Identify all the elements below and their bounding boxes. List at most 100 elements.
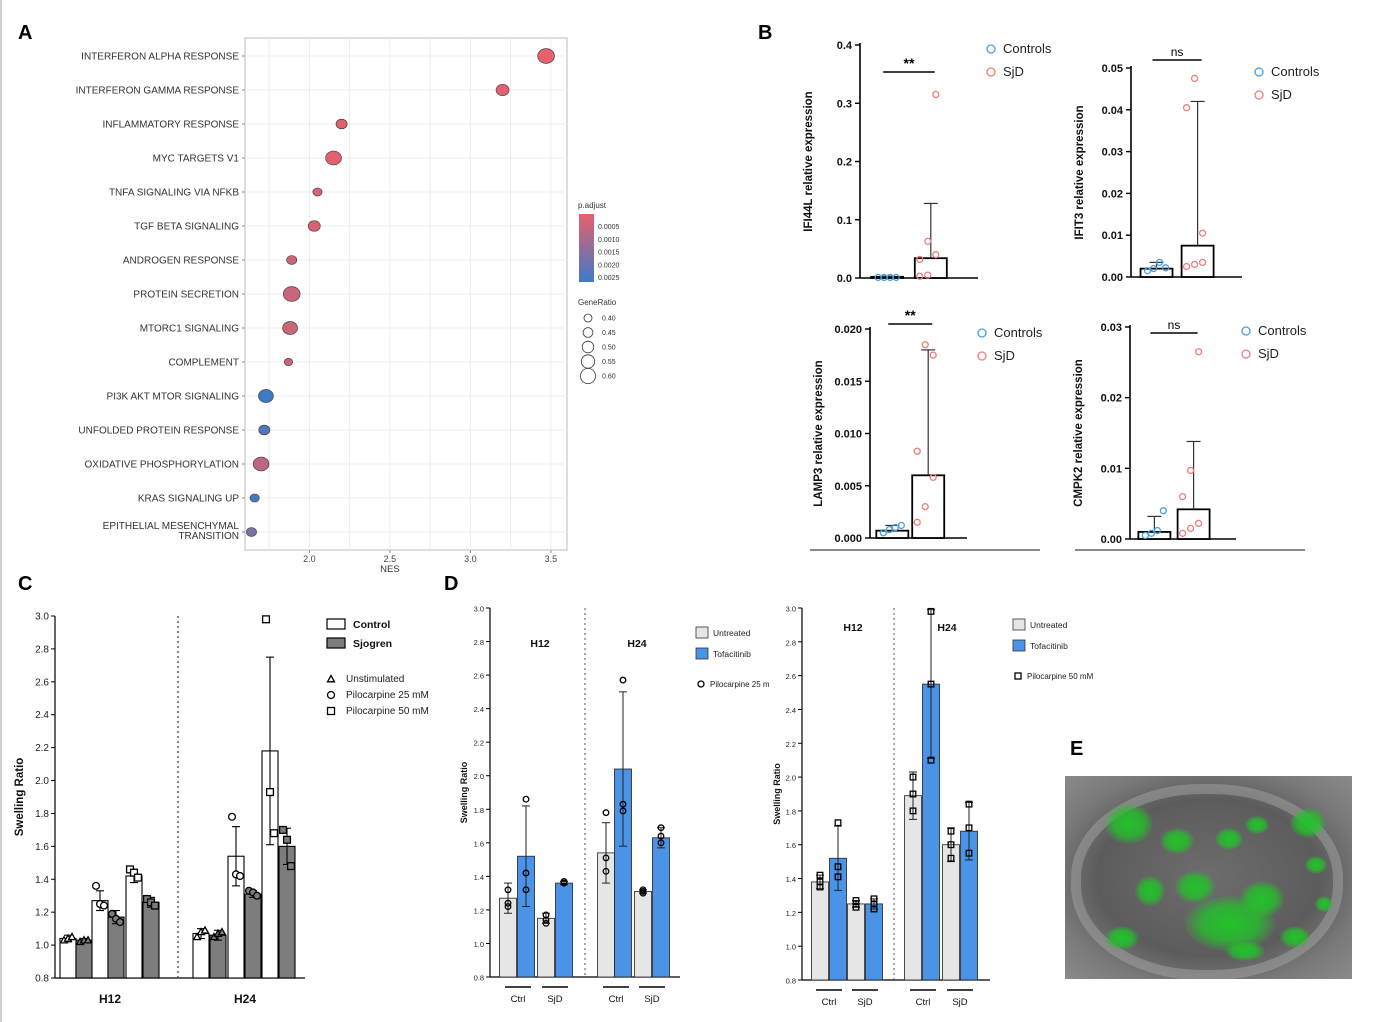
panel-d-data-point	[639, 889, 647, 897]
panel-c-data-point	[286, 862, 296, 871]
panel-a-dot	[258, 424, 271, 436]
panel-b-data-point	[921, 341, 929, 349]
panel-d-group-label: SjD	[857, 997, 872, 1008]
panel-c-data-point	[83, 935, 93, 944]
panel-d-bar	[555, 882, 573, 978]
panel-c-legend-label: Pilocarpine 25 mM	[346, 690, 429, 701]
panel-b-legend-label: Controls	[994, 325, 1043, 340]
panel-a-size-legend-circle	[583, 313, 593, 323]
panel-a-size-legend-title: GeneRatio	[578, 298, 617, 307]
panel-c-bar	[209, 934, 227, 979]
panel-b-significance-label: ns	[1171, 45, 1184, 59]
panel-b-significance-label: **	[904, 55, 915, 71]
panel-b-bar	[1176, 508, 1211, 540]
panel-a-category-label: INFLAMMATORY RESPONSE	[102, 120, 239, 131]
panel-a-dot	[312, 187, 323, 197]
panel-d-data-point	[602, 854, 610, 862]
panel-c-data-point	[192, 932, 202, 941]
panel-c-legend-marker	[326, 690, 336, 700]
panel-d-y-axis-label: Swelling Ratio	[459, 761, 469, 823]
panel-c-data-point	[278, 825, 288, 834]
panel-d-data-point	[657, 832, 665, 840]
panel-b-legend-label: Controls	[1003, 41, 1052, 56]
panel-d-group-label: Ctrl	[822, 997, 837, 1008]
panel-c-data-point	[261, 615, 271, 624]
panel-d-legend-marker	[1014, 672, 1022, 680]
panel-d-legend-label: Tofacitinib	[713, 649, 751, 659]
panel-a-category-label: OXIDATIVE PHOSPHORYLATION	[85, 460, 239, 471]
panel-d-data-point	[619, 676, 627, 684]
panel-a-category-label: TNFA SIGNALING VIA NFKB	[109, 188, 239, 199]
panel-a-color-legend-label: 0.0020	[598, 262, 620, 269]
panel-d-timepoint-label: H12	[530, 638, 549, 650]
panel-d-legend-swatch	[695, 626, 709, 639]
fluorescence-region	[1280, 926, 1310, 948]
panel-d-data-point	[816, 871, 824, 879]
panel-b-data-point	[1141, 531, 1150, 540]
panel-d-y-tick-label: 1.8	[474, 806, 484, 815]
panel-b-data-point	[1159, 507, 1168, 515]
panel-d-legend-label: Pilocarpine 25 m	[710, 680, 770, 689]
panel-a-category-label: TGF BETA SIGNALING	[134, 222, 239, 233]
panel-d-bar	[865, 903, 883, 981]
panel-d-data-point	[870, 905, 878, 913]
panel-b-legend-label: SjD	[1258, 346, 1279, 361]
panel-b-data-point	[932, 90, 940, 99]
panel-a-category-label: MYC TARGETS V1	[153, 154, 240, 165]
panel-d-y-tick-label: 1.6	[474, 839, 484, 848]
panel-a-dot	[286, 255, 298, 265]
panel-b-y-tick-label: 0.01	[1102, 230, 1123, 242]
panel-a-size-legend-label: 0.45	[602, 330, 616, 337]
panel-a-size-legend-circle	[581, 340, 595, 354]
panel-d-data-point	[542, 916, 550, 924]
panel-c-group-label: H12	[99, 992, 121, 1006]
panel-b-y-tick-label: 0.00	[1102, 272, 1123, 284]
panel-d-data-point	[947, 841, 955, 849]
organoid-boundary	[1071, 784, 1343, 979]
panel-b-data-point	[929, 351, 937, 359]
fluorescence-region	[1245, 816, 1269, 834]
panel-b-y-tick-label: 0.04	[1102, 105, 1124, 117]
panel-b-data-point	[924, 237, 932, 245]
panel-b-data-point	[1153, 526, 1162, 535]
panel-d-data-point	[602, 867, 610, 875]
panel-b-data-point	[1178, 492, 1187, 501]
panel-label-a: A	[18, 22, 33, 44]
fluorescence-region	[1215, 828, 1243, 850]
panel-a-color-legend-title: p.adjust	[578, 201, 607, 210]
panel-d-data-point	[504, 886, 512, 894]
panel-c-y-tick-label: 1.4	[35, 875, 49, 886]
panel-d-y-tick-label: 2.8	[474, 638, 484, 647]
panel-a-category-label: INTERFERON GAMMA RESPONSE	[76, 86, 240, 97]
panel-b-data-point	[924, 271, 932, 279]
panel-c-data-point	[133, 873, 143, 882]
panel-a-category-label: ANDROGEN RESPONSE	[123, 256, 239, 267]
panel-b-data-point	[897, 521, 905, 530]
panel-b-data-point	[1194, 519, 1203, 528]
panel-d-y-tick-label: 0.8	[474, 974, 484, 983]
panel-a-dot	[283, 358, 293, 366]
panel-a-dot	[282, 286, 301, 302]
panel-d-y-tick-label: 2.4	[474, 705, 484, 714]
fluorescence-region	[1225, 941, 1265, 961]
organoid-micrograph	[1065, 776, 1352, 979]
panel-c-y-tick-label: 1.2	[35, 908, 49, 919]
panel-a-size-legend-label: 0.50	[602, 345, 616, 352]
panel-b-legend-marker	[986, 44, 996, 54]
panel-a-category-label: EPITHELIAL MESENCHYMAL TRANSITION	[103, 521, 240, 542]
panel-c-y-axis-label: Swelling Ratio	[14, 758, 26, 837]
panel-d-y-tick-label: 2.0	[474, 772, 484, 781]
panel-b-data-point	[1190, 74, 1199, 83]
panel-label-b: B	[758, 22, 773, 44]
panel-b-y-axis-label: IFI44L relative expression	[803, 91, 815, 231]
panel-c-y-tick-label: 3.0	[35, 612, 49, 623]
panel-a-category-label: UNFOLDED PROTEIN RESPONSE	[78, 426, 239, 437]
panel-b-data-point	[892, 273, 900, 282]
panel-c-legend-marker	[326, 706, 336, 716]
panel-a-size-legend-label: 0.60	[602, 374, 616, 381]
fluorescence-region	[1315, 896, 1333, 912]
panel-d-data-point	[927, 680, 935, 688]
panel-b-y-tick-label: 0.02	[1101, 393, 1122, 405]
panel-c-bar	[142, 901, 160, 979]
